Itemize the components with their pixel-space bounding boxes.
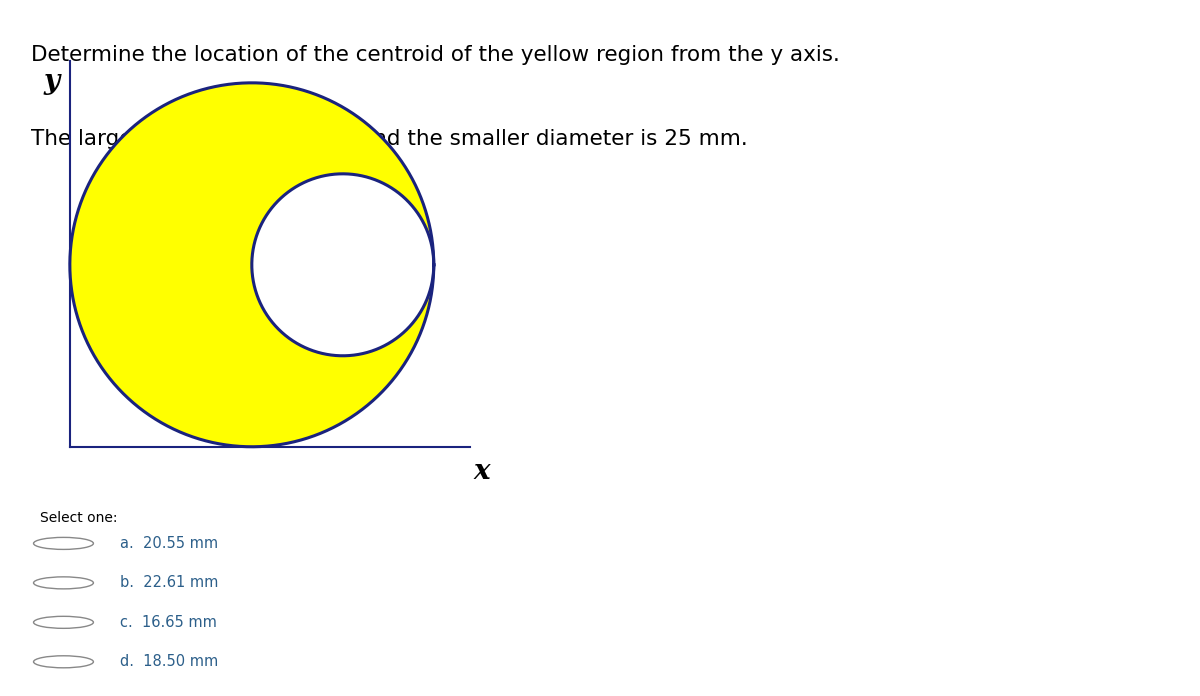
Text: The larger diameter is 50 mm and the smaller diameter is 25 mm.: The larger diameter is 50 mm and the sma… [31,129,748,149]
Text: Select one:: Select one: [40,511,118,525]
Text: b.  22.61 mm: b. 22.61 mm [120,576,218,590]
Polygon shape [252,174,433,356]
Text: c.  16.65 mm: c. 16.65 mm [120,615,216,630]
Text: d.  18.50 mm: d. 18.50 mm [120,654,218,670]
Text: x: x [474,458,491,484]
Text: Determine the location of the centroid of the yellow region from the y axis.: Determine the location of the centroid o… [31,45,840,65]
Polygon shape [70,83,433,447]
Text: y: y [43,68,60,95]
Text: a.  20.55 mm: a. 20.55 mm [120,536,217,551]
